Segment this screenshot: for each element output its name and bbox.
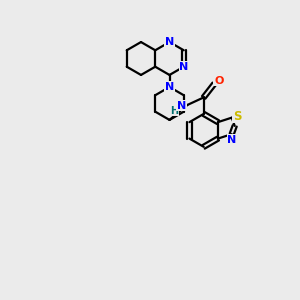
Text: N: N bbox=[177, 101, 186, 111]
Text: N: N bbox=[165, 82, 174, 92]
Text: S: S bbox=[233, 110, 242, 123]
Text: H: H bbox=[170, 106, 178, 116]
Text: N: N bbox=[165, 37, 174, 47]
Text: N: N bbox=[227, 134, 236, 145]
Text: O: O bbox=[214, 76, 224, 86]
Text: N: N bbox=[179, 62, 188, 72]
